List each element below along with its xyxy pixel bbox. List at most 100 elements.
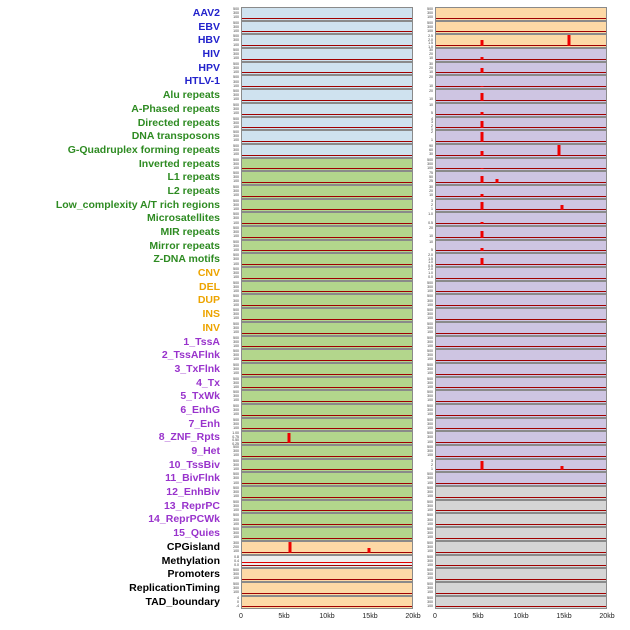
y-tick-label: 100: [233, 288, 239, 293]
y-tick-label: 100: [233, 357, 239, 362]
y-ticks-left: 500 300 100: [225, 267, 241, 281]
signal-spike: [480, 175, 484, 183]
y-tick-label: 0.4: [234, 558, 239, 563]
track-panel-left-cpgisland: [241, 540, 413, 555]
y-tick-label: 20: [429, 65, 433, 70]
y-tick-label: 100: [233, 453, 239, 458]
y-ticks-left: 500 300 100: [225, 144, 241, 158]
row-label-hiv: HIV: [202, 48, 220, 61]
row-label-inverted-repeats: Inverted repeats: [138, 157, 220, 170]
signal-baseline: [242, 510, 412, 512]
signal-baseline: [436, 195, 606, 197]
y-tick-label: 500: [427, 20, 433, 25]
y-tick-label: 100: [427, 165, 433, 170]
track-panel-left-directed-repeats: [241, 116, 413, 131]
y-tick-label: 100: [427, 521, 433, 526]
y-tick-label: 100: [427, 590, 433, 595]
y-tick-label: 500: [233, 116, 239, 121]
y-tick-label: 500: [427, 7, 433, 11]
row-label-hpv: HPV: [198, 61, 220, 74]
track-panel-left-del: [241, 280, 413, 295]
y-ticks-left: 500 300 100: [225, 527, 241, 541]
y-ticks-right: 500 300 100: [413, 513, 435, 527]
y-tick-label: 100: [427, 480, 433, 485]
y-tick-label: 100: [427, 398, 433, 403]
y-tick-label: 500: [233, 458, 239, 463]
y-tick-label: 90: [429, 143, 433, 148]
signal-baseline: [242, 455, 412, 457]
track-panel-left-inverted-repeats: [241, 157, 413, 172]
track-panel-left-13-reprpc: [241, 499, 413, 514]
y-tick-label: 500: [427, 431, 433, 436]
track-panel-right-8-znf-rpts: [435, 431, 607, 445]
y-tick-label: 300: [427, 394, 433, 399]
y-tick-label: 300: [233, 38, 239, 43]
y-tick-label: 100: [233, 165, 239, 170]
y-tick-label: 300: [427, 599, 433, 604]
y-tick-label: 100: [233, 521, 239, 526]
y-tick-label: 500: [427, 157, 433, 162]
y-ticks-left: 500 300 100: [225, 226, 241, 240]
y-tick-label: 0.8: [234, 554, 239, 559]
y-tick-label: 100: [427, 412, 433, 417]
track-panel-left-11-bivflnk: [241, 472, 413, 487]
track-panel-right-4-tx: [435, 376, 607, 391]
y-tick-label: 300: [233, 325, 239, 330]
y-tick-label: 300: [427, 517, 433, 522]
y-ticks-right: 500 300 100: [413, 500, 435, 514]
y-tick-label: 300: [233, 284, 239, 289]
row-label-promoters: Promoters: [167, 568, 220, 581]
y-tick-label: 10: [429, 56, 433, 61]
row-label-4-tx: 4_Tx: [196, 376, 220, 389]
signal-baseline: [242, 223, 412, 224]
y-tick-label: 25: [429, 179, 433, 184]
y-ticks-right: 500 300 100: [413, 431, 435, 445]
track-panel-left-hiv: [241, 48, 413, 62]
y-tick-label: 300: [233, 65, 239, 70]
signal-baseline: [242, 127, 412, 129]
row-label-aav2: AAV2: [192, 7, 220, 19]
y-tick-label: 500: [233, 171, 239, 176]
y-tick-label: 2.5: [428, 34, 433, 39]
y-ticks-left: 500 300 100: [225, 281, 241, 295]
signal-baseline: [436, 305, 606, 307]
signal-baseline: [436, 524, 606, 526]
row-label-9-het: 9_Het: [191, 445, 220, 457]
y-ticks-right: 500 300 100: [413, 322, 435, 336]
track-panel-right-mir-repeats: [435, 226, 607, 240]
track-panel-right-2-tssaflnk: [435, 349, 607, 363]
y-ticks-right: 500 300 100: [413, 445, 435, 459]
row-label-14-reprpcwk: 14_ReprPCWk: [148, 513, 220, 526]
y-ticks-left: 500 300 100: [225, 294, 241, 308]
y-tick-label: 0.5: [428, 220, 433, 225]
y-tick-label: 100: [233, 330, 239, 334]
y-ticks-right: 500 300 100: [413, 472, 435, 486]
y-tick-label: 500: [427, 321, 433, 326]
y-ticks-left: 500 300 100: [225, 336, 241, 350]
y-tick-label: 2.0: [428, 37, 433, 42]
y-tick-label: 4: [237, 595, 239, 600]
signal-baseline: [436, 181, 606, 183]
row-label-8-znf-rpts: 8_ZNF_Rpts: [158, 431, 220, 444]
y-tick-label: 300: [233, 585, 239, 590]
y-ticks-left: 500 300 100: [225, 308, 241, 322]
row-label-10-tssbiv: 10_TssBiv: [168, 458, 220, 471]
y-tick-label: 300: [233, 52, 239, 57]
track-panel-left-ebv: [241, 20, 413, 35]
y-ticks-right: 500 300 100: [413, 390, 435, 404]
y-tick-label: 300: [427, 284, 433, 289]
track-panel-right-tad-boundary: [435, 595, 607, 610]
y-ticks-right: 30 20 10: [413, 185, 435, 199]
x-axis-left: 0 5kb 10kb 15kb 20kb: [239, 609, 421, 629]
y-ticks-right: 500 300 100: [413, 294, 435, 308]
signal-baseline: [242, 195, 412, 197]
y-tick-label: 100: [233, 56, 239, 61]
y-tick-label: 100: [233, 97, 239, 102]
signal-baseline: [436, 264, 606, 266]
row-label-cnv: CNV: [197, 267, 220, 280]
row-label-alu-repeats: Alu repeats: [162, 89, 220, 102]
y-ticks-right: 10 5: [413, 103, 435, 117]
y-ticks-left: 300 200 100: [225, 541, 241, 555]
y-ticks-left: 500 300 100: [225, 418, 241, 432]
signal-baseline: [242, 154, 412, 156]
